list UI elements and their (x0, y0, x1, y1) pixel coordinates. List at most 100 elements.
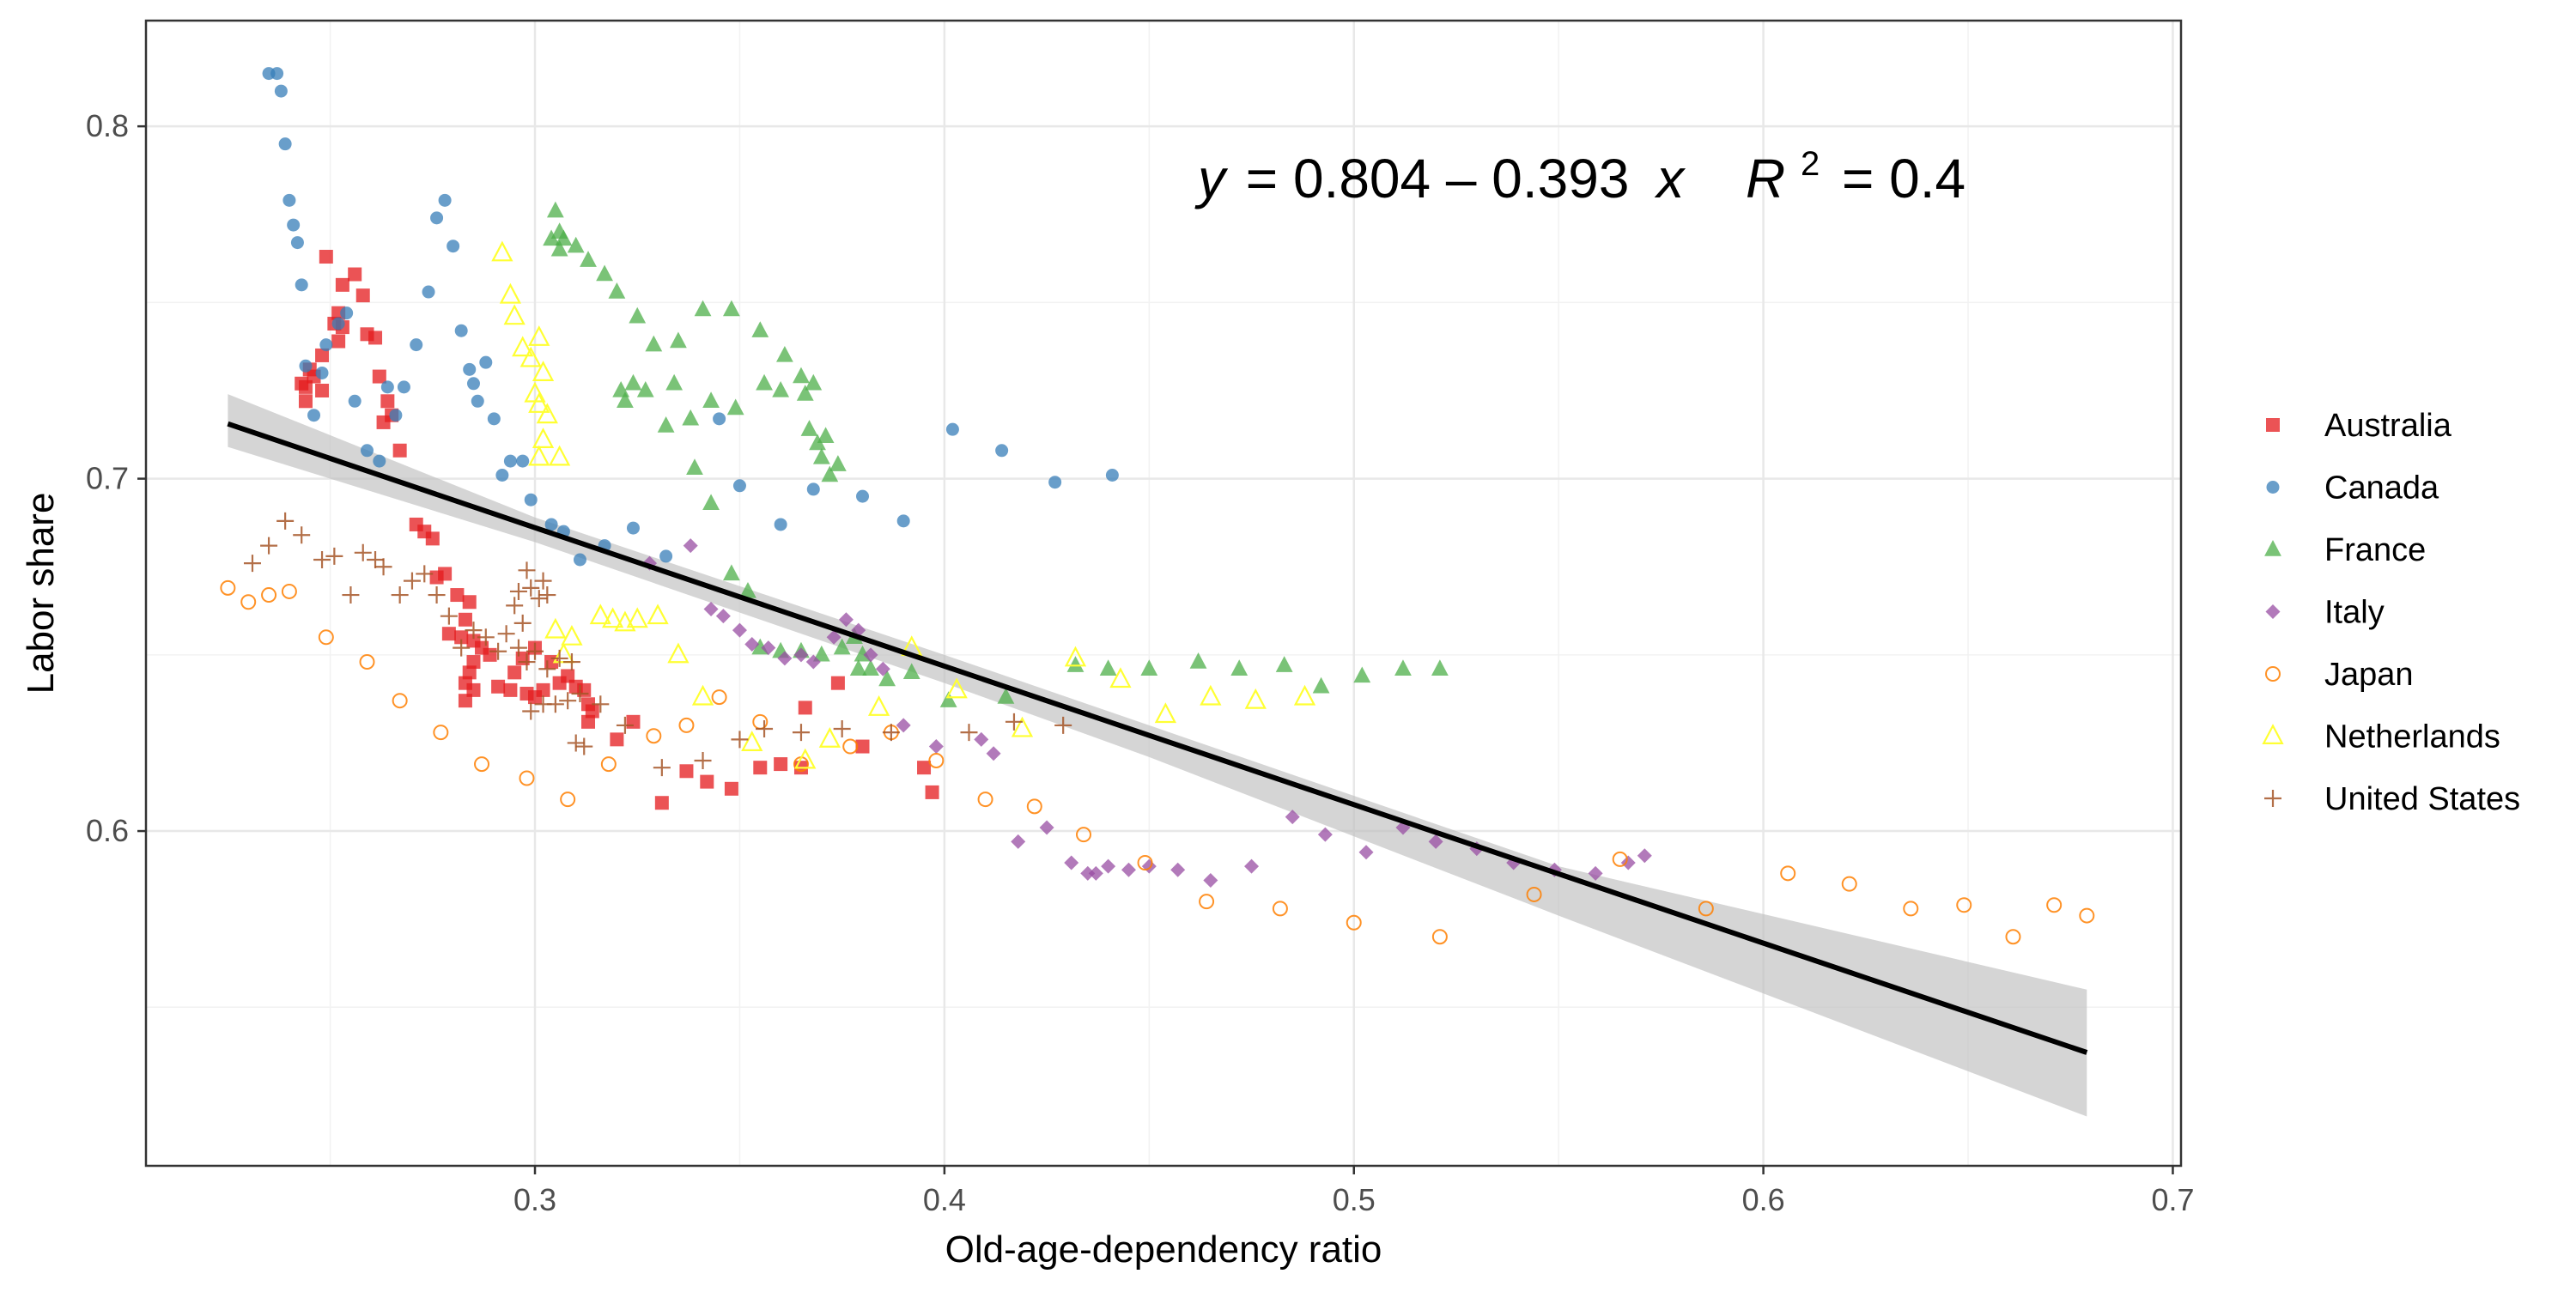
data-point-italy (863, 647, 878, 663)
data-point-france (1353, 666, 1371, 683)
regression-line-group (227, 421, 2088, 1055)
y-tick-label: 0.7 (86, 461, 129, 496)
legend-item-italy: Italy (2265, 595, 2385, 631)
data-point-italy (1637, 848, 1652, 864)
data-point-united-states (731, 731, 749, 749)
series-france (543, 201, 1449, 707)
data-point-australia (376, 415, 391, 429)
data-point-canada (287, 218, 301, 232)
data-point-united-states (440, 607, 458, 625)
data-point-japan (1841, 876, 1857, 892)
data-point-italy (1244, 858, 1260, 874)
data-point-united-states (538, 586, 556, 604)
series-united-states (243, 512, 1072, 777)
data-point-italy (1039, 820, 1054, 835)
data-point-italy (928, 739, 944, 755)
data-point-france (739, 581, 756, 598)
data-point-australia (679, 764, 694, 779)
grid-lines (146, 21, 2181, 1166)
data-point-netherlands (867, 695, 890, 716)
data-point-canada (774, 518, 787, 531)
data-point-italy (715, 609, 731, 624)
data-point-netherlands (528, 325, 550, 346)
series-canada (262, 67, 1119, 567)
data-point-united-states (833, 720, 851, 738)
data-point-canada (626, 521, 640, 535)
equation-r-superscript: 2 (1801, 145, 1820, 183)
data-point-italy (793, 647, 809, 663)
data-point-united-states (416, 565, 434, 583)
data-point-canada (295, 278, 308, 292)
data-point-italy (986, 746, 1001, 761)
data-point-italy (1121, 862, 1136, 877)
data-point-canada (422, 285, 435, 299)
data-point-united-states (575, 737, 593, 755)
data-point-france (702, 494, 720, 511)
data-point-united-states (550, 649, 568, 667)
data-point-australia (315, 383, 330, 397)
data-point-united-states (792, 724, 810, 742)
data-point-japan (1903, 901, 1919, 917)
x-tick-label: 0.3 (513, 1182, 556, 1217)
data-point-australia (925, 785, 939, 799)
data-point-japan (1199, 894, 1215, 910)
data-point-united-states (1005, 713, 1023, 731)
regression-line (227, 421, 2088, 1055)
data-point-united-states (276, 512, 295, 530)
x-tick-label: 0.4 (923, 1182, 966, 1217)
data-point-france (833, 638, 851, 655)
data-point-france (645, 335, 663, 352)
data-point-italy (974, 731, 989, 747)
data-point-italy (683, 538, 698, 554)
data-point-united-states (465, 622, 483, 640)
data-point-canada (463, 362, 477, 376)
data-point-canada (713, 412, 726, 426)
data-point-italy (1011, 834, 1026, 849)
legend-item-australia: Australia (2266, 408, 2452, 444)
data-point-canada (454, 324, 468, 337)
data-point-australia (753, 761, 768, 775)
data-point-united-states (518, 653, 536, 671)
data-point-united-states (509, 582, 527, 600)
data-point-france (878, 670, 896, 687)
data-point-canada (487, 412, 501, 426)
data-point-italy (805, 654, 821, 670)
data-point-australia (429, 570, 444, 585)
data-point-japan (1346, 914, 1362, 931)
data-point-france (772, 380, 790, 397)
data-point-netherlands (626, 607, 648, 628)
data-point-netherlands (1064, 646, 1087, 667)
confidence-band (228, 394, 2087, 1117)
data-point-australia (855, 739, 870, 754)
data-point-japan (359, 654, 375, 670)
data-point-japan (240, 594, 257, 610)
data-point-canada (315, 366, 329, 379)
data-point-canada (732, 479, 746, 493)
data-point-france (629, 306, 647, 324)
data-point-united-states (293, 526, 311, 544)
data-point-italy (1285, 810, 1300, 825)
legend: Australia Canada France Italy Japan Netherlan… (2262, 408, 2520, 817)
data-point-france (862, 659, 879, 676)
data-point-france (1099, 659, 1117, 676)
equation-r-label: R (1746, 148, 1785, 209)
data-point-japan (2046, 897, 2063, 913)
legend-item-canada: Canada (2266, 470, 2439, 506)
series-japan (220, 579, 2095, 945)
data-point-france (751, 321, 769, 337)
data-point-canada (573, 553, 586, 567)
data-point-france (657, 416, 675, 433)
data-point-italy (1317, 827, 1333, 842)
data-point-japan (1526, 886, 1542, 902)
data-point-france (796, 385, 814, 401)
data-point-netherlands (528, 445, 550, 466)
data-point-canada (380, 380, 394, 394)
data-point-france (800, 420, 818, 436)
equation-x-var: x (1654, 148, 1686, 209)
data-point-france (1275, 656, 1293, 672)
data-point-france (849, 659, 867, 676)
data-point-canada (274, 84, 288, 98)
equation-r-value: = 0.4 (1842, 148, 1965, 209)
data-point-france (550, 240, 568, 257)
